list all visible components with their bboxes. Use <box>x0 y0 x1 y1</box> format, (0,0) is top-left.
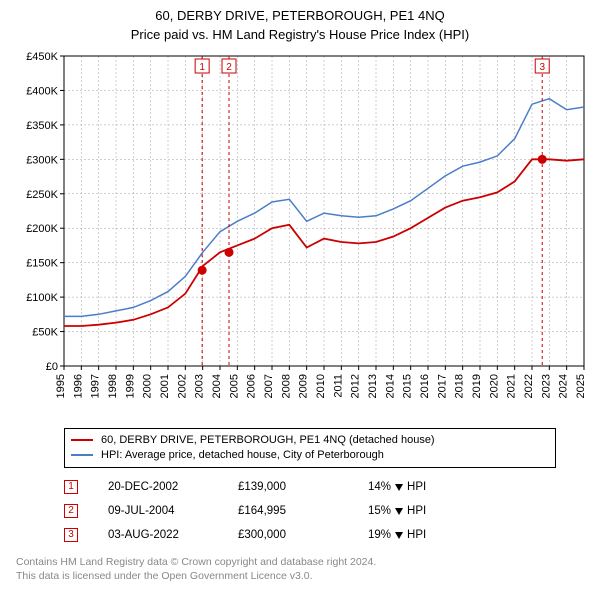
svg-text:£400K: £400K <box>26 85 58 97</box>
arrow-down-icon <box>395 532 403 539</box>
svg-text:£200K: £200K <box>26 223 58 235</box>
page-subtitle: Price paid vs. HM Land Registry's House … <box>0 23 600 48</box>
svg-text:2012: 2012 <box>350 374 362 398</box>
svg-text:1996: 1996 <box>72 374 84 398</box>
svg-text:2001: 2001 <box>159 374 171 398</box>
svg-text:1998: 1998 <box>107 374 119 398</box>
svg-text:2002: 2002 <box>176 374 188 398</box>
arrow-down-icon <box>395 484 403 491</box>
svg-text:£0: £0 <box>46 361 58 373</box>
sale-pct: 19% HPI <box>368 529 426 541</box>
svg-text:£450K: £450K <box>26 51 58 63</box>
svg-text:2005: 2005 <box>228 374 240 398</box>
svg-text:£150K: £150K <box>26 258 58 270</box>
svg-text:2008: 2008 <box>280 374 292 398</box>
sale-marker-1: 1 <box>64 480 78 494</box>
sale-price: £164,995 <box>238 505 368 517</box>
footer-line-2: This data is licensed under the Open Gov… <box>16 570 376 584</box>
legend-item-property: 60, DERBY DRIVE, PETERBOROUGH, PE1 4NQ (… <box>71 433 549 448</box>
sales-table: 1 20-DEC-2002 £139,000 14% HPI 2 09-JUL-… <box>64 470 556 542</box>
svg-text:1997: 1997 <box>90 374 102 398</box>
sale-pct-value: 14% <box>368 481 391 493</box>
svg-text:1995: 1995 <box>55 374 67 398</box>
svg-text:2003: 2003 <box>194 374 206 398</box>
sale-pct: 14% HPI <box>368 481 426 493</box>
svg-text:2021: 2021 <box>506 374 518 398</box>
sale-date: 03-AUG-2022 <box>78 529 238 541</box>
svg-text:2020: 2020 <box>488 374 500 398</box>
sale-date: 20-DEC-2002 <box>78 481 238 493</box>
svg-text:2004: 2004 <box>211 374 223 398</box>
price-chart: £0 £50K £100K £150K £200K £250K £300K £350K £400… <box>8 48 592 418</box>
sale-pct-value: 19% <box>368 529 391 541</box>
svg-text:2010: 2010 <box>315 374 327 398</box>
chart-area: £0 £50K £100K £150K £200K £250K £300K £350K £400… <box>8 48 592 418</box>
sale-pct: 15% HPI <box>368 505 426 517</box>
svg-text:2022: 2022 <box>523 374 535 398</box>
svg-text:2025: 2025 <box>575 374 587 398</box>
legend: 60, DERBY DRIVE, PETERBOROUGH, PE1 4NQ (… <box>64 428 556 468</box>
footer-line-1: Contains HM Land Registry data © Crown c… <box>16 556 376 570</box>
sale-row: 1 20-DEC-2002 £139,000 14% HPI <box>64 480 556 494</box>
svg-text:£300K: £300K <box>26 154 58 166</box>
sale-row: 2 09-JUL-2004 £164,995 15% HPI <box>64 504 556 518</box>
svg-text:2015: 2015 <box>402 374 414 398</box>
legend-item-hpi: HPI: Average price, detached house, City… <box>71 448 549 463</box>
arrow-down-icon <box>395 508 403 515</box>
svg-text:£350K: £350K <box>26 120 58 132</box>
svg-text:2024: 2024 <box>558 374 570 398</box>
sale-price: £300,000 <box>238 529 368 541</box>
sale-pct-suffix: HPI <box>407 481 426 493</box>
svg-text:2023: 2023 <box>540 374 552 398</box>
legend-swatch-hpi <box>71 454 93 456</box>
svg-text:1999: 1999 <box>124 374 136 398</box>
sale-marker-3: 3 <box>64 528 78 542</box>
svg-text:2011: 2011 <box>332 374 344 398</box>
sale-pct-suffix: HPI <box>407 505 426 517</box>
footer: Contains HM Land Registry data © Crown c… <box>16 556 376 583</box>
legend-label-hpi: HPI: Average price, detached house, City… <box>101 448 384 463</box>
sale-price: £139,000 <box>238 481 368 493</box>
sale-pct-suffix: HPI <box>407 529 426 541</box>
svg-text:£50K: £50K <box>32 327 58 339</box>
svg-text:2007: 2007 <box>263 374 275 398</box>
svg-text:2016: 2016 <box>419 374 431 398</box>
svg-text:2013: 2013 <box>367 374 379 398</box>
svg-text:2017: 2017 <box>436 374 448 398</box>
svg-text:1: 1 <box>199 62 205 73</box>
svg-text:2000: 2000 <box>142 374 154 398</box>
svg-text:2009: 2009 <box>298 374 310 398</box>
sale-date: 09-JUL-2004 <box>78 505 238 517</box>
svg-text:2018: 2018 <box>454 374 466 398</box>
page-title: 60, DERBY DRIVE, PETERBOROUGH, PE1 4NQ <box>0 0 600 23</box>
legend-swatch-property <box>71 439 93 441</box>
svg-text:2019: 2019 <box>471 374 483 398</box>
svg-text:2014: 2014 <box>384 374 396 398</box>
svg-text:2: 2 <box>226 62 232 73</box>
sale-pct-value: 15% <box>368 505 391 517</box>
svg-text:2006: 2006 <box>246 374 258 398</box>
sale-row: 3 03-AUG-2022 £300,000 19% HPI <box>64 528 556 542</box>
svg-text:£250K: £250K <box>26 189 58 201</box>
svg-text:3: 3 <box>539 62 545 73</box>
sale-marker-2: 2 <box>64 504 78 518</box>
svg-text:£100K: £100K <box>26 292 58 304</box>
legend-label-property: 60, DERBY DRIVE, PETERBOROUGH, PE1 4NQ (… <box>101 433 435 448</box>
